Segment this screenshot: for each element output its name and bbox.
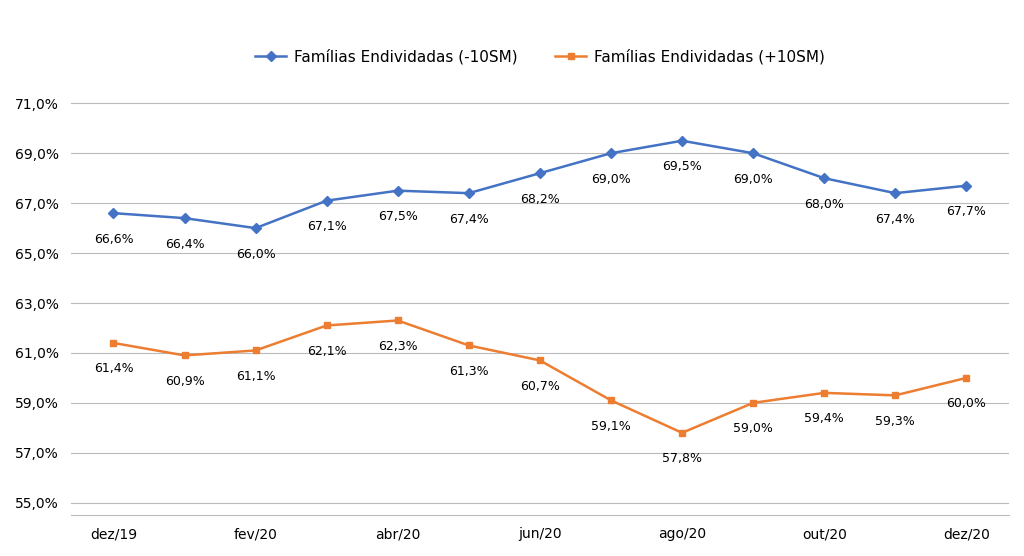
Famílias Endividadas (+10SM) — [108, 340, 120, 346]
Famílias Endividadas (+10SM) — [676, 429, 688, 436]
Text: 59,3%: 59,3% — [876, 415, 915, 428]
Text: 66,0%: 66,0% — [236, 247, 275, 261]
Famílias Endividadas (+10SM) — [534, 357, 546, 364]
Famílias Endividadas (+10SM) — [178, 352, 190, 359]
Famílias Endividadas (-10SM) — [391, 187, 403, 194]
Famílias Endividadas (-10SM) — [321, 197, 333, 204]
Text: 69,5%: 69,5% — [663, 160, 701, 173]
Text: 69,0%: 69,0% — [733, 173, 773, 186]
Famílias Endividadas (+10SM) — [746, 400, 759, 406]
Line: Famílias Endividadas (-10SM): Famílias Endividadas (-10SM) — [110, 137, 970, 232]
Text: 67,5%: 67,5% — [378, 210, 418, 223]
Famílias Endividadas (+10SM) — [463, 342, 475, 349]
Text: 67,4%: 67,4% — [876, 212, 915, 226]
Text: 60,9%: 60,9% — [165, 375, 205, 388]
Text: 61,3%: 61,3% — [449, 365, 488, 378]
Text: 62,3%: 62,3% — [378, 340, 418, 353]
Famílias Endividadas (-10SM) — [250, 225, 262, 231]
Famílias Endividadas (-10SM) — [463, 190, 475, 196]
Text: 66,4%: 66,4% — [165, 237, 205, 251]
Text: 61,1%: 61,1% — [236, 370, 275, 383]
Famílias Endividadas (+10SM) — [321, 322, 333, 329]
Text: 68,2%: 68,2% — [520, 192, 560, 206]
Text: 66,6%: 66,6% — [93, 232, 133, 246]
Famílias Endividadas (-10SM) — [534, 170, 546, 177]
Text: 67,4%: 67,4% — [449, 212, 488, 226]
Famílias Endividadas (+10SM) — [605, 397, 617, 404]
Famílias Endividadas (+10SM) — [391, 317, 403, 324]
Famílias Endividadas (-10SM) — [605, 150, 617, 157]
Famílias Endividadas (-10SM) — [178, 215, 190, 221]
Famílias Endividadas (-10SM) — [961, 182, 973, 189]
Legend: Famílias Endividadas (-10SM), Famílias Endividadas (+10SM): Famílias Endividadas (-10SM), Famílias E… — [249, 43, 830, 71]
Text: 62,1%: 62,1% — [307, 345, 346, 358]
Famílias Endividadas (+10SM) — [250, 347, 262, 354]
Text: 67,1%: 67,1% — [307, 220, 346, 233]
Text: 69,0%: 69,0% — [591, 173, 631, 186]
Famílias Endividadas (-10SM) — [676, 137, 688, 144]
Famílias Endividadas (-10SM) — [746, 150, 759, 157]
Famílias Endividadas (+10SM) — [889, 392, 901, 399]
Text: 68,0%: 68,0% — [804, 197, 844, 211]
Famílias Endividadas (-10SM) — [108, 210, 120, 216]
Text: 59,0%: 59,0% — [733, 423, 773, 435]
Text: 60,0%: 60,0% — [946, 398, 986, 410]
Line: Famílias Endividadas (+10SM): Famílias Endividadas (+10SM) — [110, 317, 970, 436]
Famílias Endividadas (+10SM) — [818, 390, 830, 396]
Text: 61,4%: 61,4% — [93, 363, 133, 375]
Text: 57,8%: 57,8% — [663, 452, 702, 465]
Famílias Endividadas (-10SM) — [818, 175, 830, 181]
Text: 59,1%: 59,1% — [591, 420, 631, 433]
Text: 60,7%: 60,7% — [520, 380, 560, 393]
Text: 67,7%: 67,7% — [946, 205, 986, 218]
Famílias Endividadas (-10SM) — [889, 190, 901, 196]
Famílias Endividadas (+10SM) — [961, 375, 973, 381]
Text: 59,4%: 59,4% — [804, 413, 844, 425]
